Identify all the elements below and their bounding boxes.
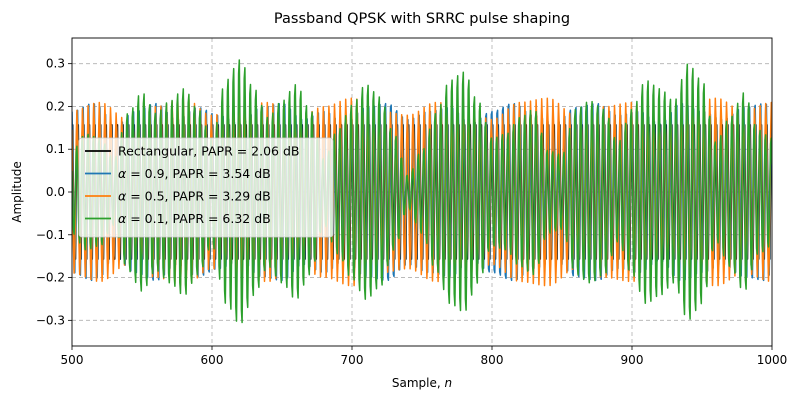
x-tick-label: 500 bbox=[61, 353, 84, 367]
legend-label-3: α = 0.5, PAPR = 3.29 dB bbox=[118, 189, 271, 204]
x-tick-label: 1000 bbox=[757, 353, 788, 367]
legend-text: Rectangular, PAPR = 2.06 dB bbox=[118, 144, 300, 159]
x-tick-label: 600 bbox=[201, 353, 224, 367]
x-axis-label-variable: n bbox=[445, 376, 453, 390]
y-tick-label: 0.1 bbox=[46, 142, 65, 156]
y-tick-label: −0.2 bbox=[36, 271, 65, 285]
y-tick-label: 0.2 bbox=[46, 99, 65, 113]
x-axis-label: Sample, n bbox=[392, 376, 452, 390]
legend-label-4: α = 0.1, PAPR = 6.32 dB bbox=[118, 211, 271, 226]
chart-title: Passband QPSK with SRRC pulse shaping bbox=[274, 11, 570, 27]
legend-text: = 0.1, PAPR = 6.32 dB bbox=[126, 211, 271, 226]
legend-symbol: α bbox=[118, 211, 127, 226]
x-tick-label: 800 bbox=[481, 353, 504, 367]
axis-ticks: 500 600 700 800 900 1000 −0.3 −0.2 −0.1 0.0 0.1 0.2… bbox=[36, 57, 787, 367]
series-line-4 bbox=[72, 59, 772, 324]
y-tick-label: 0.3 bbox=[46, 57, 65, 71]
y-tick-label: 0.0 bbox=[46, 185, 65, 199]
legend-symbol: α bbox=[118, 166, 127, 181]
legend: Rectangular, PAPR = 2.06 dB α = 0.9, PAPR… bbox=[78, 137, 334, 238]
legend-symbol: α bbox=[118, 189, 127, 204]
x-axis-label-text: Sample, bbox=[392, 376, 445, 390]
x-tick-label: 700 bbox=[341, 353, 364, 367]
y-tick-label: −0.3 bbox=[36, 313, 65, 327]
legend-text: = 0.5, PAPR = 3.29 dB bbox=[126, 189, 271, 204]
legend-text: = 0.9, PAPR = 3.54 dB bbox=[126, 166, 271, 181]
y-axis-label: Amplitude bbox=[10, 161, 24, 223]
legend-label-1: Rectangular, PAPR = 2.06 dB bbox=[118, 144, 300, 159]
series-layer bbox=[72, 59, 772, 324]
y-tick-label: −0.1 bbox=[36, 228, 65, 242]
legend-label-2: α = 0.9, PAPR = 3.54 dB bbox=[118, 166, 271, 181]
legend-box bbox=[78, 137, 334, 238]
x-tick-label: 900 bbox=[621, 353, 644, 367]
